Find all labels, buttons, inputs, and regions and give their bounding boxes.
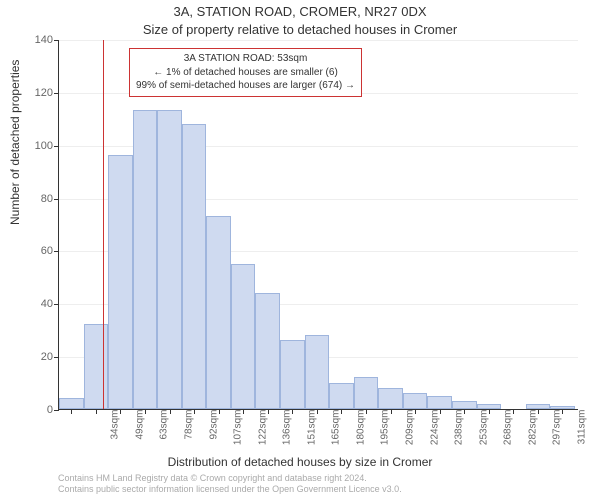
xtick-label: 136sqm xyxy=(282,410,293,450)
histogram-bar xyxy=(427,396,452,409)
histogram-bar xyxy=(305,335,330,409)
xtick-mark xyxy=(562,409,563,414)
xtick-label: 180sqm xyxy=(355,410,366,450)
xtick-mark xyxy=(71,409,72,414)
ytick-label: 80 xyxy=(19,193,53,205)
histogram-bar xyxy=(329,383,354,409)
histogram-bar xyxy=(280,340,305,409)
xtick-mark xyxy=(489,409,490,414)
xtick-mark xyxy=(219,409,220,414)
x-axis-label: Distribution of detached houses by size … xyxy=(0,455,600,469)
histogram-bar xyxy=(452,401,477,409)
ytick-label: 140 xyxy=(19,34,53,46)
xtick-mark xyxy=(513,409,514,414)
xtick-label: 165sqm xyxy=(331,410,342,450)
ytick-label: 0 xyxy=(19,404,53,416)
xtick-mark xyxy=(415,409,416,414)
ytick-label: 20 xyxy=(19,351,53,363)
xtick-mark xyxy=(341,409,342,414)
credits-line2: Contains public sector information licen… xyxy=(58,484,402,496)
credits-line1: Contains HM Land Registry data © Crown c… xyxy=(58,473,402,485)
histogram-bar xyxy=(133,110,158,409)
xtick-mark xyxy=(194,409,195,414)
histogram-bar xyxy=(231,264,256,409)
histogram-bar xyxy=(354,377,379,409)
ytick-label: 120 xyxy=(19,87,53,99)
ytick-mark xyxy=(54,40,59,41)
histogram-bar xyxy=(378,388,403,409)
xtick-mark xyxy=(145,409,146,414)
ytick-label: 100 xyxy=(19,140,53,152)
xtick-mark xyxy=(317,409,318,414)
xtick-label: 49sqm xyxy=(134,410,145,450)
reference-line xyxy=(103,40,104,409)
ytick-label: 40 xyxy=(19,298,53,310)
ytick-label: 60 xyxy=(19,245,53,257)
ytick-mark xyxy=(54,251,59,252)
histogram-bar xyxy=(157,110,182,409)
xtick-mark xyxy=(96,409,97,414)
histogram-bar xyxy=(255,293,280,409)
xtick-mark xyxy=(120,409,121,414)
xtick-label: 311sqm xyxy=(576,410,587,450)
ytick-mark xyxy=(54,199,59,200)
ytick-mark xyxy=(54,410,59,411)
xtick-label: 195sqm xyxy=(380,410,391,450)
ytick-mark xyxy=(54,146,59,147)
xtick-label: 253sqm xyxy=(478,410,489,450)
xtick-label: 238sqm xyxy=(454,410,465,450)
histogram-bar xyxy=(182,124,207,409)
xtick-label: 63sqm xyxy=(159,410,170,450)
xtick-mark xyxy=(292,409,293,414)
xtick-mark xyxy=(268,409,269,414)
credits: Contains HM Land Registry data © Crown c… xyxy=(58,473,402,496)
histogram-bar xyxy=(403,393,428,409)
xtick-mark xyxy=(391,409,392,414)
xtick-label: 224sqm xyxy=(429,410,440,450)
xtick-label: 282sqm xyxy=(527,410,538,450)
xtick-label: 268sqm xyxy=(503,410,514,450)
ytick-mark xyxy=(54,93,59,94)
xtick-label: 297sqm xyxy=(552,410,563,450)
xtick-mark xyxy=(440,409,441,414)
ytick-mark xyxy=(54,357,59,358)
histogram-bar xyxy=(59,398,84,409)
xtick-mark xyxy=(170,409,171,414)
chart-title-sub: Size of property relative to detached ho… xyxy=(0,22,600,37)
ytick-mark xyxy=(54,304,59,305)
annotation-line3: 99% of semi-detached houses are larger (… xyxy=(136,79,355,93)
plot-area: 02040608010012014034sqm49sqm63sqm78sqm92… xyxy=(58,40,578,410)
xtick-label: 34sqm xyxy=(110,410,121,450)
gridline xyxy=(59,40,578,41)
histogram-bar xyxy=(206,216,231,409)
xtick-mark xyxy=(464,409,465,414)
xtick-label: 122sqm xyxy=(257,410,268,450)
chart-title-main: 3A, STATION ROAD, CROMER, NR27 0DX xyxy=(0,4,600,19)
annotation-box: 3A STATION ROAD: 53sqm ← 1% of detached … xyxy=(129,48,362,97)
xtick-label: 92sqm xyxy=(208,410,219,450)
xtick-mark xyxy=(366,409,367,414)
xtick-label: 107sqm xyxy=(233,410,244,450)
xtick-label: 209sqm xyxy=(405,410,416,450)
xtick-label: 78sqm xyxy=(183,410,194,450)
annotation-line1: 3A STATION ROAD: 53sqm xyxy=(136,52,355,66)
xtick-label: 151sqm xyxy=(306,410,317,450)
xtick-mark xyxy=(538,409,539,414)
property-size-histogram: 3A, STATION ROAD, CROMER, NR27 0DX Size … xyxy=(0,0,600,500)
annotation-line2: ← 1% of detached houses are smaller (6) xyxy=(136,66,355,80)
histogram-bar xyxy=(84,324,109,409)
histogram-bar xyxy=(108,155,133,409)
xtick-mark xyxy=(243,409,244,414)
